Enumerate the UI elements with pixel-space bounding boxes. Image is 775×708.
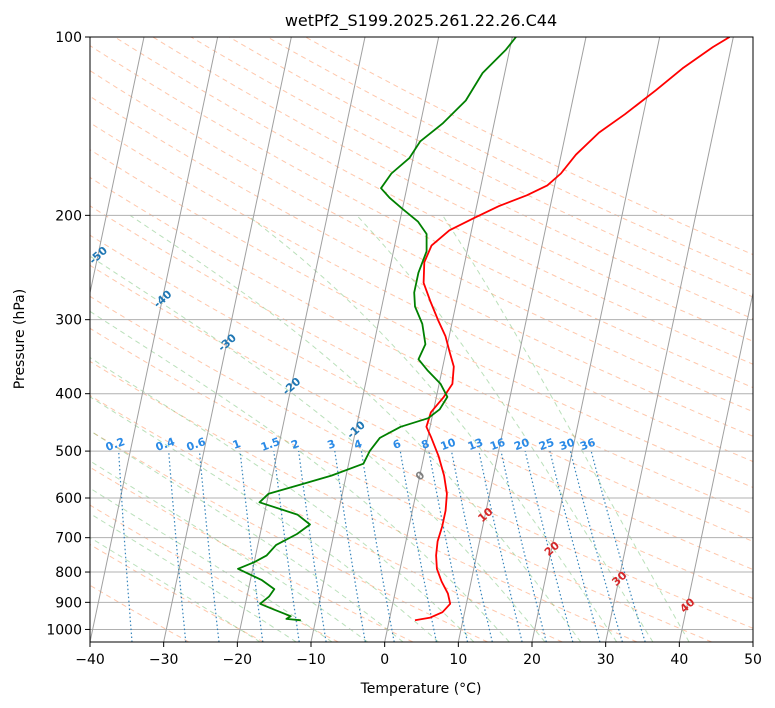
isotherm-line [531, 37, 661, 642]
x-tick-label: 50 [744, 652, 762, 668]
mixing-ratio-line [549, 450, 601, 642]
moist-adiabat [90, 487, 333, 642]
mixing-ratio-label: 36 [578, 436, 597, 454]
y-tick-label: 900 [55, 595, 82, 611]
y-axis-label: Pressure (hPa) [12, 289, 28, 389]
dry-adiabat [90, 264, 753, 600]
plot-area [90, 37, 753, 642]
moist-adiabat [129, 214, 582, 642]
moist-adiabat [442, 215, 690, 642]
moist-adiabat [90, 396, 439, 642]
dry-adiabat [90, 95, 753, 437]
moist-adiabat [90, 310, 510, 642]
line-labels: 0.10.20.40.611.52346810131620253036-100-… [90, 244, 698, 616]
mixing-ratio-line [360, 451, 395, 642]
mixing-ratio-line [478, 450, 523, 642]
mixing-ratio-line [239, 451, 264, 642]
mixing-ratio-line [524, 450, 574, 642]
mixing-ratio-label: 6 [391, 437, 403, 452]
isotherm-line [163, 37, 292, 642]
dry-adiabat [90, 327, 712, 642]
isotherm-line [457, 37, 587, 642]
mixing-ratio-label: 20 [512, 436, 531, 454]
mixing-ratio-line [273, 451, 300, 642]
isotherm-line [236, 37, 366, 642]
mixing-ratio-label: 4 [352, 437, 364, 452]
dry-adiabat [90, 149, 753, 489]
dry-adiabat [305, 37, 753, 256]
mixing-ratio-label: 0.4 [154, 435, 177, 454]
y-tick-label: 300 [55, 313, 82, 329]
axes: −40 −30 −20 −10 0 10 20 30 40 50 1000 900 800 700 600 5… [46, 30, 762, 668]
y-tick-label: 600 [55, 491, 82, 507]
x-tick-label: 30 [597, 652, 615, 668]
mixing-ratio-line [590, 450, 646, 642]
moist-adiabat [246, 214, 618, 642]
mixing-ratio-label: 3 [326, 437, 338, 452]
isotherm-line [90, 37, 219, 642]
mixing-ratio-line [569, 450, 623, 642]
x-tick-label: 40 [670, 652, 688, 668]
mixing-ratio-label: 13 [466, 436, 485, 453]
mixing-ratio-label: 0.6 [185, 435, 208, 454]
dry-adiabat [152, 37, 753, 342]
mixing-ratio-label: 2 [289, 437, 301, 452]
mixing-ratio-label: 25 [537, 436, 556, 453]
dry-adiabat [267, 37, 753, 277]
y-tick-label: 700 [55, 531, 82, 547]
y-tick-label: 200 [55, 208, 82, 224]
background-lines [90, 37, 753, 642]
isotherm-line [310, 37, 440, 642]
mixing-ratio-label: 30 [558, 436, 577, 454]
chart-title: wetPf2_S199.2025.261.22.26.C44 [285, 11, 557, 31]
y-tick-label: 500 [55, 444, 82, 460]
mixing-ratio-label: 0.2 [104, 435, 127, 454]
dry-adiabat [90, 234, 753, 571]
mixing-ratio-label: 16 [488, 436, 507, 454]
mixing-ratio-line [450, 450, 493, 642]
x-axis-label: Temperature (°C) [360, 681, 482, 697]
moist-adiabat [90, 356, 475, 642]
mixing-ratio-line [500, 450, 547, 642]
isotherm-line [678, 290, 753, 642]
moist-adiabat [356, 214, 654, 642]
plot-frame [89, 36, 754, 643]
x-tick-label: −20 [223, 652, 253, 668]
y-tick-label: 100 [55, 30, 82, 46]
x-tick-label: 20 [523, 652, 541, 668]
y-tick-label: 1000 [46, 622, 82, 638]
sounding-profiles [237, 37, 731, 622]
mixing-ratio-label: 1 [231, 437, 243, 452]
mixing-ratio-label: 1.5 [259, 435, 282, 454]
dry-adiabat [190, 37, 753, 320]
x-tick-label: −30 [149, 652, 179, 668]
dry-adiabat [90, 70, 753, 413]
isotherm-line [90, 37, 145, 296]
moist-adiabat [90, 255, 546, 642]
x-tick-label: 0 [380, 652, 389, 668]
x-tick-label: −10 [296, 652, 326, 668]
dewpoint-profile-line [237, 37, 517, 622]
mixing-ratio-label: 8 [420, 437, 432, 452]
dry-adiabat [90, 466, 414, 642]
dry-adiabat [90, 122, 753, 463]
dry-adiabat [90, 295, 753, 629]
temperature-profile-line [414, 37, 731, 622]
mixing-ratio-label: 10 [439, 436, 458, 454]
isotherm-line [384, 37, 513, 642]
mixing-ratio-line [399, 451, 437, 642]
x-tick-label: −40 [75, 652, 105, 668]
isotherm-line [605, 37, 734, 642]
y-tick-label: 400 [55, 387, 82, 403]
dry-adiabat [114, 37, 753, 365]
mixing-ratio-line [334, 451, 366, 642]
moist-adiabat [90, 460, 368, 642]
mixing-ratio-line [298, 451, 327, 642]
y-tick-label: 800 [55, 565, 82, 581]
mixing-ratio-line [428, 450, 469, 642]
x-tick-label: 10 [449, 652, 467, 668]
